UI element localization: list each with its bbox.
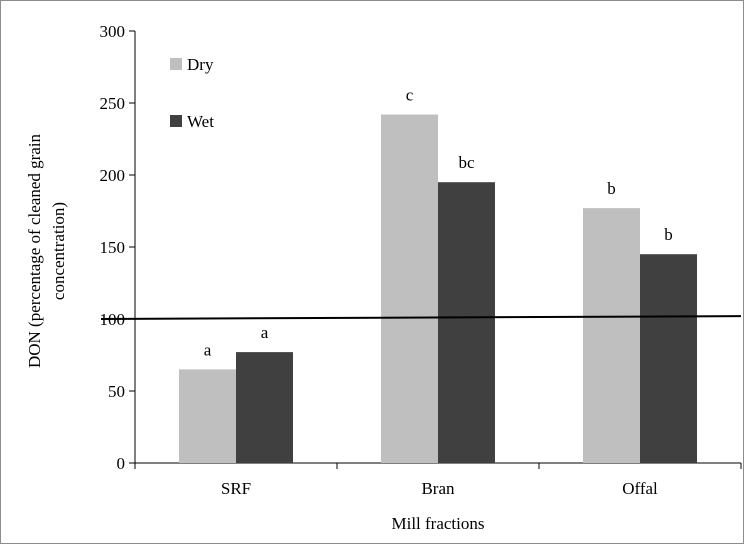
bar-significance-label: a — [204, 340, 212, 359]
x-tick-label: Offal — [622, 479, 658, 498]
bar-significance-label: a — [261, 323, 269, 342]
bar-dry — [381, 114, 438, 464]
legend-label-wet: Wet — [187, 112, 214, 131]
bar-wet — [236, 352, 293, 463]
bar-significance-label: c — [406, 86, 414, 105]
x-tick-label: Bran — [421, 479, 455, 498]
y-axis-title-line: concentration) — [49, 202, 68, 300]
bar-significance-label: bc — [458, 153, 475, 172]
bar-dry — [179, 369, 236, 463]
y-tick-label: 200 — [100, 166, 126, 185]
legend-label-dry: Dry — [187, 55, 214, 74]
chart-bars — [100, 114, 742, 464]
bar-dry — [583, 208, 640, 463]
chart-legend: Dry Wet — [170, 55, 214, 131]
y-tick-label: 150 — [100, 238, 126, 257]
y-tick-label: 0 — [117, 454, 126, 473]
bar-wet — [640, 254, 697, 463]
bar-significance-label: b — [664, 225, 673, 244]
bar-wet — [438, 182, 495, 463]
chart-labels: 0 50 100 150 200 250 300 a a SRF c bc Bran b b Offal Mil… — [25, 22, 673, 533]
y-tick-label: 300 — [100, 22, 126, 41]
y-tick-label: 250 — [100, 94, 126, 113]
x-axis-title: Mill fractions — [391, 514, 484, 533]
bar-significance-label: b — [607, 179, 616, 198]
x-tick-label: SRF — [221, 479, 251, 498]
legend-swatch-wet — [170, 115, 182, 127]
y-tick-label: 100 — [100, 310, 126, 329]
y-tick-label: 50 — [108, 382, 125, 401]
y-axis-title-line: DON (percentage of cleaned grain — [25, 133, 44, 368]
reference-line — [100, 315, 742, 320]
legend-swatch-dry — [170, 58, 182, 70]
